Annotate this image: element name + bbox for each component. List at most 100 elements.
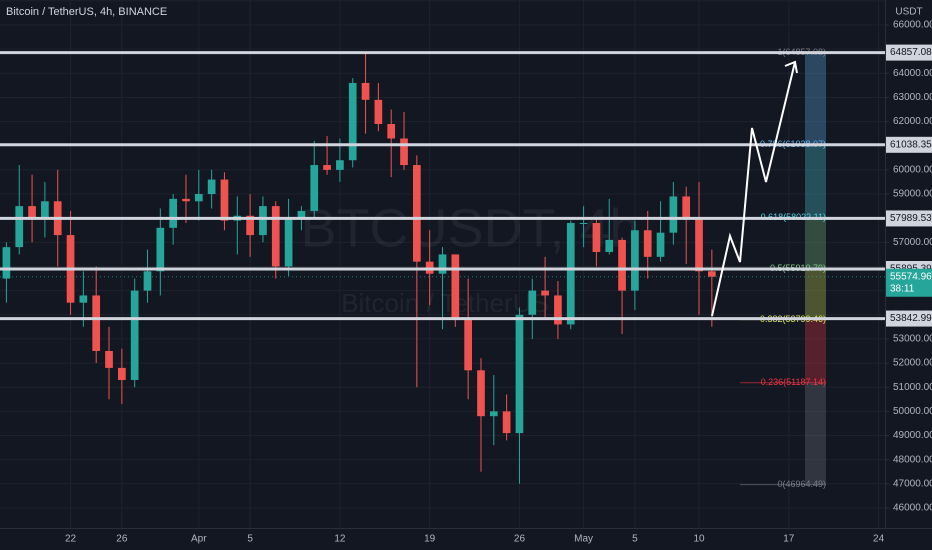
candle-body — [605, 239, 614, 252]
candle-body — [284, 218, 293, 267]
y-tick-label: 63000.00 — [893, 92, 932, 103]
candles — [2, 52, 716, 484]
fib-band — [805, 217, 826, 269]
candle-body — [259, 206, 267, 236]
candle-body — [169, 198, 177, 228]
candle-body — [79, 295, 88, 303]
candle-body — [15, 206, 24, 248]
last-price-bg — [886, 268, 932, 297]
x-tick-label: 12 — [334, 534, 346, 545]
x-tick-label: May — [574, 534, 593, 545]
candle-body — [669, 196, 678, 233]
x-tick-label: 26 — [116, 534, 128, 545]
candle-body — [400, 138, 408, 166]
candle-body — [541, 290, 549, 296]
x-tick-label: 24 — [873, 534, 885, 545]
price-label-bg — [886, 310, 932, 327]
candle-body — [708, 271, 716, 277]
y-tick-label: 52000.00 — [893, 358, 932, 369]
candle-body — [643, 230, 652, 257]
price-axis: 46000.00 47000.00 48000.00 49000.00 50000.00… — [885, 0, 932, 514]
y-tick-label: 57000.00 — [893, 237, 932, 248]
projection-arrow — [711, 61, 796, 317]
candle-body — [182, 198, 190, 202]
fib-band — [805, 52, 826, 145]
candle-body — [105, 350, 113, 368]
watermark-subtitle: Bitcoin / TetherUS — [341, 288, 549, 318]
y-tick-label: 46000.00 — [893, 503, 932, 514]
candle-body — [2, 247, 11, 279]
candle-body — [207, 179, 216, 195]
candle-body — [41, 201, 49, 219]
candle-body — [336, 160, 344, 170]
candle-body — [297, 210, 306, 219]
price-label-bg — [886, 44, 932, 61]
price-label: 61038.35 — [890, 139, 932, 150]
price-label: 53842.99 — [890, 313, 932, 324]
candle-body — [631, 230, 639, 291]
countdown-label: 38:11 — [890, 283, 915, 294]
candle-body — [348, 82, 357, 161]
y-tick-label: 59000.00 — [893, 189, 932, 200]
candle-body — [502, 411, 511, 434]
fib-label: 0(46964.49) — [777, 479, 826, 489]
arrow-head — [784, 60, 798, 74]
candle-body — [118, 367, 126, 380]
watermark-group: BTCUSDT, 4h Bitcoin / TetherUS — [300, 198, 639, 318]
candle-body — [682, 196, 691, 219]
x-tick-label: 19 — [424, 534, 436, 545]
candle-body — [130, 290, 139, 380]
fib-band — [805, 382, 826, 485]
candle-body — [361, 82, 370, 100]
x-tick-label: 22 — [65, 534, 77, 545]
candle-body — [592, 223, 601, 252]
candle-body — [374, 99, 383, 125]
candle-body — [143, 271, 152, 291]
time-axis: 22 26 Apr 5 12 19 26 May 5 10 17 24 — [65, 534, 885, 545]
candle-body — [489, 411, 498, 417]
y-tick-label: 60000.00 — [893, 165, 932, 176]
candle-body — [271, 206, 280, 267]
candle-body — [695, 218, 703, 272]
candle-body — [656, 232, 665, 257]
candle-body — [156, 227, 165, 272]
y-tick-label: 48000.00 — [893, 454, 932, 465]
y-tick-label: 49000.00 — [893, 430, 932, 441]
y-tick-label: 50000.00 — [893, 406, 932, 417]
candle-body — [528, 290, 537, 315]
candle-body — [438, 254, 447, 274]
last-price-label: 55574.96 — [890, 271, 932, 282]
y-axis-label: USDT — [895, 7, 922, 18]
price-label: 57989.53 — [890, 213, 932, 224]
watermark: BTCUSDT, 4h — [300, 198, 639, 258]
x-tick-label: 5 — [632, 534, 638, 545]
price-label: 64857.08 — [890, 47, 932, 58]
candle-body — [451, 254, 460, 320]
candle-body — [387, 124, 396, 139]
x-tick-label: 5 — [247, 534, 253, 545]
hlines — [0, 51, 885, 321]
x-tick-label: 26 — [514, 534, 526, 545]
candle-body — [554, 295, 562, 325]
y-tick-label: 66000.00 — [893, 20, 932, 31]
candle-body — [464, 319, 472, 371]
fib-band — [805, 268, 826, 320]
y-tick-label: 62000.00 — [893, 116, 932, 127]
candle-body — [477, 370, 485, 417]
candle-body — [310, 165, 319, 211]
candle-body — [515, 314, 524, 434]
axis-label-bg — [886, 0, 932, 20]
y-tick-label: 53000.00 — [893, 334, 932, 345]
x-tick-label: Apr — [191, 534, 207, 545]
price-label-bg — [886, 210, 932, 227]
chart-title: Bitcoin / TetherUS, 4h, BINANCE — [6, 6, 167, 18]
fib-band — [805, 319, 826, 383]
candle-body — [579, 223, 588, 225]
candle-body — [220, 179, 229, 221]
y-tick-label: 47000.00 — [893, 478, 932, 489]
fib-band — [805, 144, 826, 218]
candle-body — [413, 165, 421, 262]
price-label-bg — [886, 136, 932, 153]
